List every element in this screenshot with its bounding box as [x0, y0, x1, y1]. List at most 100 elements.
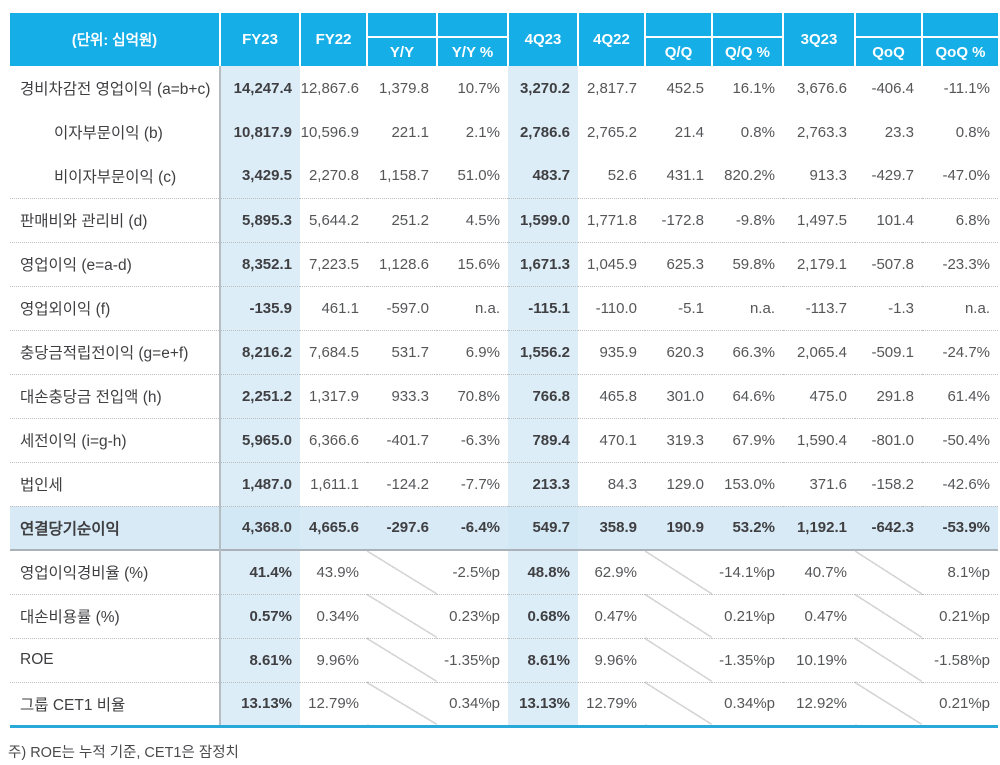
cell: 935.9: [578, 329, 645, 374]
cell: 9.96%: [300, 637, 367, 682]
row-label: 비이자부문이익 (c): [10, 154, 221, 198]
cell: 1,771.8: [578, 197, 645, 242]
cell: 483.7: [508, 154, 578, 198]
cell: -401.7: [367, 417, 437, 462]
column-header: QoQ: [854, 13, 922, 66]
table-row: 경비차감전 영업이익 (a=b+c) 14,247.4 12,867.6 1,379.…: [10, 66, 998, 110]
cell: -6.4%: [437, 505, 508, 550]
cell: 5,965.0: [220, 417, 300, 462]
hatched-cell: [645, 593, 712, 638]
hatched-cell: [645, 681, 712, 726]
column-header-spacer: [713, 13, 782, 38]
cell: 4,665.6: [300, 505, 367, 550]
column-header: Y/Y: [366, 13, 437, 66]
cell: 1,497.5: [783, 197, 855, 242]
cell: n.a.: [437, 285, 508, 330]
cell: 48.8%: [508, 549, 578, 594]
cell: 251.2: [367, 197, 437, 242]
hatched-cell: [855, 549, 922, 594]
cell: 913.3: [783, 154, 855, 198]
cell: -24.7%: [922, 329, 998, 374]
cell: 0.34%p: [437, 681, 508, 726]
cell: 431.1: [645, 154, 712, 198]
column-header-label: Y/Y %: [451, 43, 494, 61]
cell: 7,223.5: [300, 241, 367, 286]
cell: 21.4: [645, 110, 712, 154]
cell: 4,368.0: [220, 505, 300, 550]
cell: 190.9: [645, 505, 712, 550]
cell: 0.34%: [300, 593, 367, 638]
cell: 67.9%: [712, 417, 783, 462]
cell: -507.8: [855, 241, 922, 286]
cell: 371.6: [783, 461, 855, 506]
cell: 59.8%: [712, 241, 783, 286]
column-header-label: Q/Q %: [724, 43, 770, 61]
column-header-spacer: [923, 13, 998, 38]
table-row: 영업이익 (e=a-d) 8,352.1 7,223.5 1,128.6 15.6% 1,…: [10, 241, 998, 286]
cell: 10,817.9: [220, 110, 300, 154]
cell: 766.8: [508, 373, 578, 418]
column-header: 3Q23: [782, 13, 855, 66]
cell: -406.4: [855, 66, 922, 110]
cell: 10,596.9: [300, 110, 367, 154]
cell: 1,556.2: [508, 329, 578, 374]
cell: 0.21%p: [922, 593, 998, 638]
cell: -429.7: [855, 154, 922, 198]
cell: -158.2: [855, 461, 922, 506]
cell: 66.3%: [712, 329, 783, 374]
cell: 2.1%: [437, 110, 508, 154]
cell: 820.2%: [712, 154, 783, 198]
table-row: 영업이익경비율 (%) 41.4% 43.9% -2.5%p 48.8% 62.9% -14…: [10, 549, 998, 594]
cell: 15.6%: [437, 241, 508, 286]
cell: 84.3: [578, 461, 645, 506]
cell: 465.8: [578, 373, 645, 418]
table-row: ROE 8.61% 9.96% -1.35%p 8.61% 9.96% -1.35%p 10.…: [10, 637, 998, 682]
cell: -42.6%: [922, 461, 998, 506]
cell: -135.9: [220, 285, 300, 330]
cell: 1,671.3: [508, 241, 578, 286]
row-label: 판매비와 관리비 (d): [10, 197, 221, 242]
row-label: 경비차감전 영업이익 (a=b+c): [10, 66, 221, 110]
row-label: 그룹 CET1 비율: [10, 681, 221, 726]
cell: n.a.: [922, 285, 998, 330]
cell: 221.1: [367, 110, 437, 154]
cell: 12,867.6: [300, 66, 367, 110]
cell: 101.4: [855, 197, 922, 242]
cell: 6,366.6: [300, 417, 367, 462]
header-row: (단위: 십억원) FY23 FY22 Y/Y Y/Y % 4Q23 4Q22 Q/Q Q/Q…: [10, 13, 998, 66]
cell: 64.6%: [712, 373, 783, 418]
column-header-spacer: [368, 13, 436, 38]
table-row: 이자부문이익 (b) 10,817.9 10,596.9 221.1 2.1% 2,786…: [10, 110, 998, 154]
cell: 2,065.4: [783, 329, 855, 374]
cell: 1,317.9: [300, 373, 367, 418]
hatched-cell: [367, 637, 437, 682]
cell: 51.0%: [437, 154, 508, 198]
cell: -1.35%p: [437, 637, 508, 682]
column-header-spacer: [856, 13, 921, 38]
cell: 70.8%: [437, 373, 508, 418]
row-label: 영업이익경비율 (%): [10, 549, 221, 594]
cell: 7,684.5: [300, 329, 367, 374]
cell: 0.57%: [220, 593, 300, 638]
cell: 0.21%p: [922, 681, 998, 726]
cell: -509.1: [855, 329, 922, 374]
cell: 12.79%: [578, 681, 645, 726]
cell: 3,429.5: [220, 154, 300, 198]
cell: 153.0%: [712, 461, 783, 506]
cell: 62.9%: [578, 549, 645, 594]
hatched-cell: [855, 681, 922, 726]
cell: 1,158.7: [367, 154, 437, 198]
cell: 2,817.7: [578, 66, 645, 110]
row-label: 영업이익 (e=a-d): [10, 241, 221, 286]
cell: 461.1: [300, 285, 367, 330]
footnote: 주) ROE는 누적 기준, CET1은 잠정치: [8, 745, 239, 761]
cell: 16.1%: [712, 66, 783, 110]
results-table: (단위: 십억원) FY23 FY22 Y/Y Y/Y % 4Q23 4Q22 Q/Q Q/Q…: [10, 13, 998, 728]
table-body: 경비차감전 영업이익 (a=b+c) 14,247.4 12,867.6 1,379.…: [10, 66, 998, 726]
cell: -6.3%: [437, 417, 508, 462]
financial-results-table-container: (단위: 십억원) FY23 FY22 Y/Y Y/Y % 4Q23 4Q22 Q/Q Q/Q…: [10, 13, 998, 728]
cell: 0.47%: [578, 593, 645, 638]
cell: 3,270.2: [508, 66, 578, 110]
cell: 12.92%: [783, 681, 855, 726]
cell: 5,895.3: [220, 197, 300, 242]
